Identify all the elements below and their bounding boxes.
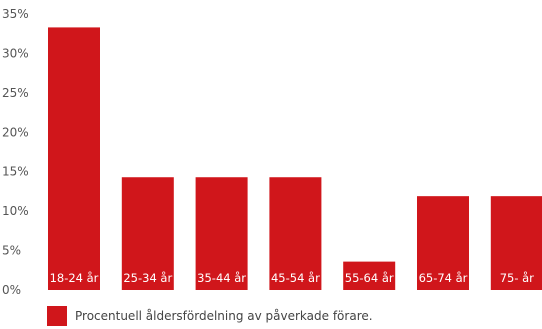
- bar: [195, 177, 248, 290]
- legend-label: Procentuell åldersfördelning av påverkad…: [75, 309, 373, 323]
- bar: [417, 196, 469, 290]
- category-label: 55-64 år: [345, 271, 394, 285]
- bar: [121, 177, 174, 290]
- y-tick-label: 25%: [2, 86, 29, 100]
- bars: [48, 27, 542, 291]
- category-label: 45-54 år: [271, 271, 320, 285]
- y-tick-label: 20%: [2, 125, 29, 139]
- legend: Procentuell åldersfördelning av påverkad…: [47, 306, 373, 326]
- y-tick-label: 15%: [2, 165, 29, 179]
- category-labels: 18-24 år 25-34 år 35-44 år 45-54 år 55-64 år…: [50, 271, 535, 285]
- category-label: 35-44 år: [197, 271, 246, 285]
- y-axis: 0% 5% 10% 15% 20% 25% 30% 35%: [2, 7, 29, 297]
- category-label: 75- år: [500, 271, 534, 285]
- bar: [48, 27, 100, 291]
- y-tick-label: 0%: [2, 283, 21, 297]
- bar: [343, 261, 396, 290]
- bar: [490, 196, 542, 290]
- bar: [269, 177, 322, 290]
- y-tick-label: 5%: [2, 244, 21, 258]
- y-tick-label: 10%: [2, 204, 29, 218]
- category-label: 65-74 år: [419, 271, 468, 285]
- y-tick-label: 30%: [2, 46, 29, 60]
- legend-swatch: [47, 306, 67, 326]
- y-tick-label: 35%: [2, 7, 29, 21]
- category-label: 18-24 år: [50, 271, 99, 285]
- category-label: 25-34 år: [123, 271, 172, 285]
